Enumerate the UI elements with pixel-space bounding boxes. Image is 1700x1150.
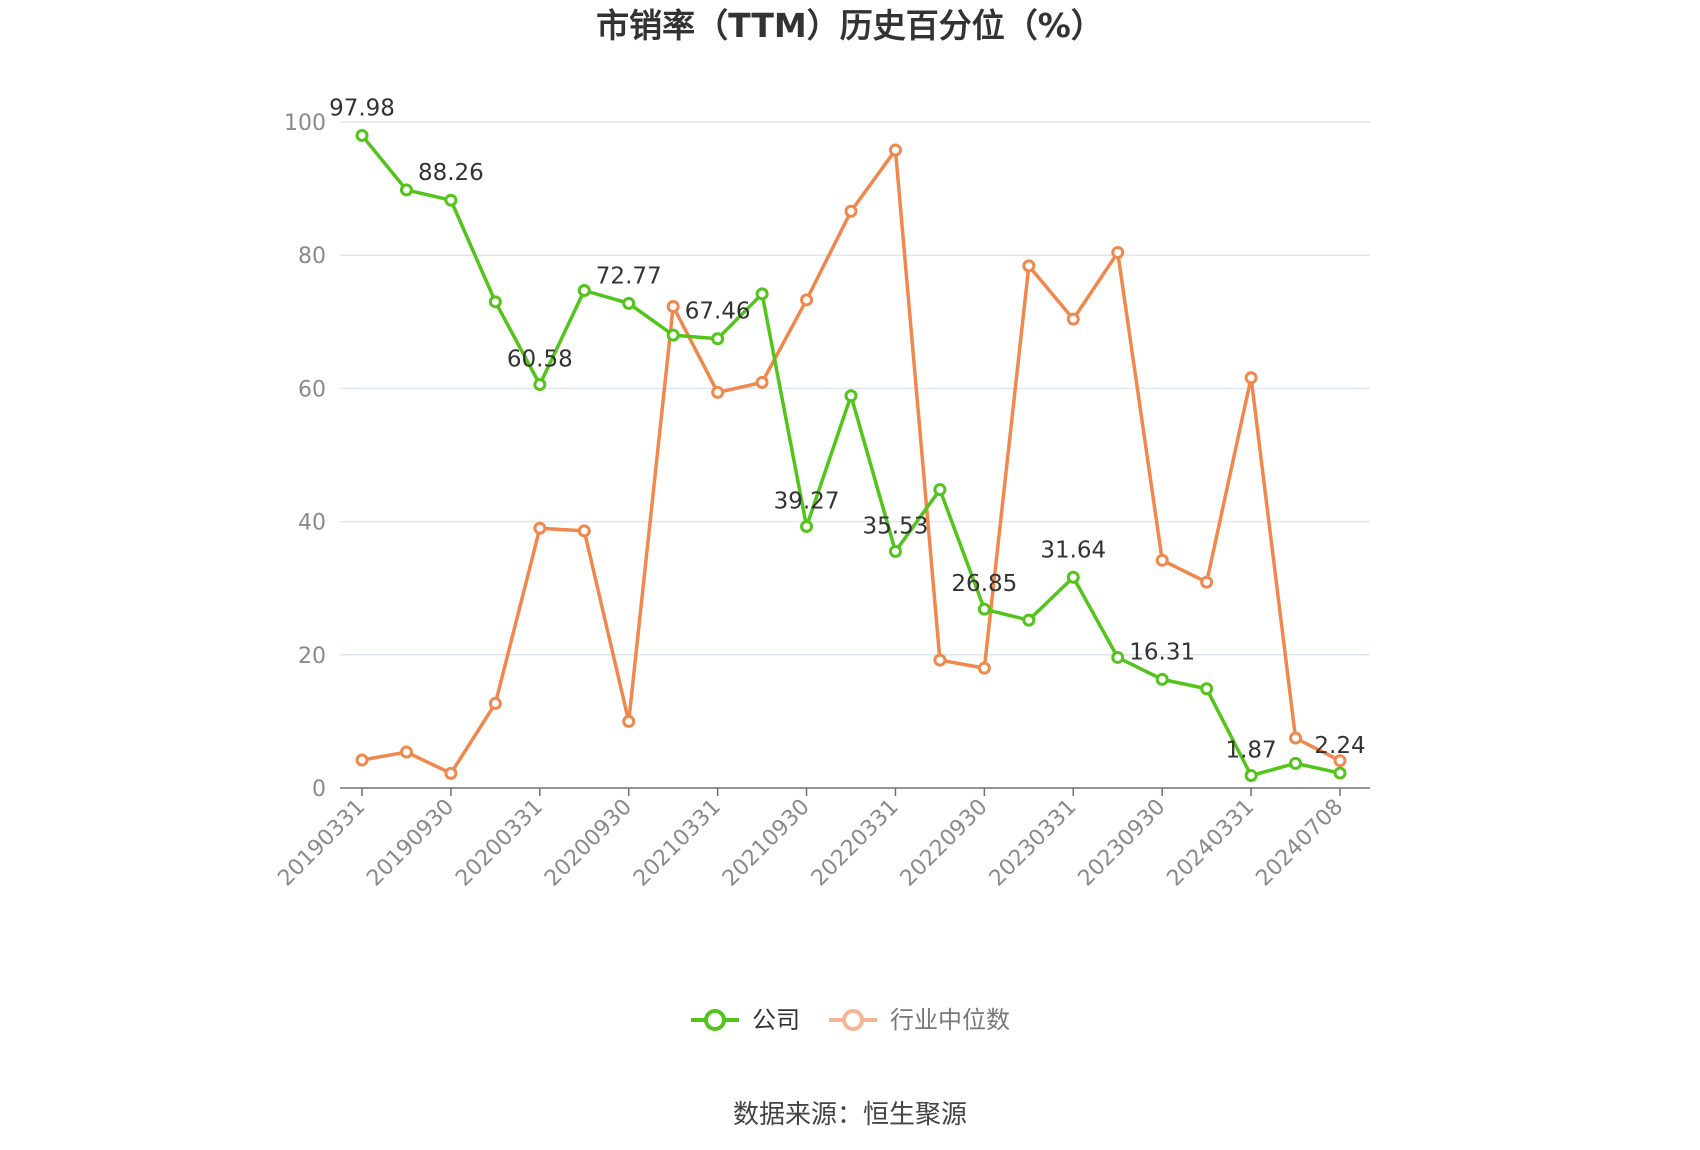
- data-label: 39.27: [774, 488, 840, 514]
- data-point: [444, 766, 458, 780]
- x-tick-label: 20200930: [540, 795, 637, 892]
- legend: 公司 行业中位数: [0, 1003, 1700, 1037]
- series-line-行业中位数: [361, 148, 1341, 776]
- data-label: 31.64: [1040, 537, 1106, 563]
- data-point: [888, 544, 902, 558]
- y-tick-label: 80: [298, 244, 326, 269]
- chart-title: 市销率（TTM）历史百分位（%）: [596, 6, 1104, 45]
- data-point: [399, 745, 413, 759]
- series-line-公司: [360, 134, 1341, 778]
- data-point: [1022, 613, 1036, 627]
- data-label: 60.58: [507, 347, 573, 373]
- data-point: [355, 753, 369, 767]
- data-point: [977, 602, 991, 616]
- data-point: [711, 332, 725, 346]
- legend-company-marker-icon: [691, 1009, 739, 1031]
- y-tick-label: 20: [298, 644, 326, 669]
- data-point: [1289, 731, 1303, 745]
- y-tick-label: 40: [298, 511, 326, 536]
- chart-plot: 0 20 40 60 80 100 2019033120190930202003312020…: [273, 95, 1370, 892]
- data-point: [888, 143, 902, 157]
- source-note: 数据来源：恒生聚源: [732, 1100, 967, 1130]
- data-point: [1066, 312, 1080, 326]
- data-point: [1200, 682, 1214, 696]
- y-tick-label: 60: [298, 377, 326, 402]
- data-point: [755, 287, 769, 301]
- data-point: [533, 521, 547, 535]
- data-point: [933, 483, 947, 497]
- y-tick-label: 100: [284, 111, 326, 136]
- data-point: [1289, 756, 1303, 770]
- data-point: [844, 204, 858, 218]
- data-label: 1.87: [1225, 738, 1276, 764]
- data-labels: 97.98 88.26 60.58 72.77 67.46 39.27 35.53 26.85…: [329, 95, 1366, 763]
- data-point: [1111, 246, 1125, 260]
- x-tick-label: 20240331: [1162, 795, 1259, 892]
- data-point: [399, 183, 413, 197]
- data-point: [355, 128, 369, 142]
- legend-label-industry: 行业中位数: [890, 1006, 1010, 1034]
- data-point: [1111, 650, 1125, 664]
- data-label: 72.77: [596, 263, 662, 289]
- x-tick-label: 20190930: [362, 795, 459, 892]
- data-label: 35.53: [863, 513, 929, 539]
- x-tick-label: 20240708: [1251, 795, 1348, 892]
- x-tick-label: 20200331: [451, 795, 548, 892]
- data-point: [1155, 553, 1169, 567]
- data-point: [800, 293, 814, 307]
- x-tick-label: 20230930: [1074, 795, 1171, 892]
- legend-item-industry[interactable]: 行业中位数: [828, 1003, 1010, 1037]
- data-point: [488, 696, 502, 710]
- data-point: [444, 193, 458, 207]
- x-tick-label: 20190331: [273, 795, 370, 892]
- data-point: [1022, 259, 1036, 273]
- data-point: [577, 283, 591, 297]
- data-point: [800, 519, 814, 533]
- data-point: [1244, 769, 1258, 783]
- data-point: [622, 296, 636, 310]
- data-point: [711, 385, 725, 399]
- data-point: [844, 389, 858, 403]
- x-tick-label: 20210331: [629, 795, 726, 892]
- data-point: [1244, 371, 1258, 385]
- data-point: [1155, 672, 1169, 686]
- x-tick-label: 20220331: [807, 795, 904, 892]
- data-point: [933, 653, 947, 667]
- data-label: 88.26: [418, 160, 484, 186]
- x-tick-label: 20230331: [985, 795, 1082, 892]
- data-label: 97.98: [329, 95, 395, 121]
- data-label: 2.24: [1314, 733, 1365, 759]
- data-point: [1333, 766, 1347, 780]
- data-point: [666, 299, 680, 313]
- data-point: [622, 714, 636, 728]
- grid-lines: [340, 121, 1370, 656]
- data-label: 67.46: [685, 299, 751, 325]
- data-point: [666, 328, 680, 342]
- legend-label-company: 公司: [752, 1006, 800, 1034]
- legend-industry-marker-icon: [829, 1009, 877, 1031]
- data-point: [577, 524, 591, 538]
- data-point: [977, 661, 991, 675]
- data-point: [755, 375, 769, 389]
- data-point: [1200, 575, 1214, 589]
- x-tick-label: 20210930: [718, 795, 815, 892]
- legend-item-company[interactable]: 公司: [690, 1003, 800, 1037]
- series-lines: [355, 128, 1347, 783]
- data-point: [1333, 754, 1347, 768]
- data-point: [1066, 570, 1080, 584]
- data-point: [533, 378, 547, 392]
- data-label: 16.31: [1129, 639, 1195, 665]
- y-tick-label: 0: [312, 777, 326, 802]
- data-label: 26.85: [951, 571, 1017, 597]
- x-tick-label: 20220930: [896, 795, 993, 892]
- data-point: [488, 295, 502, 309]
